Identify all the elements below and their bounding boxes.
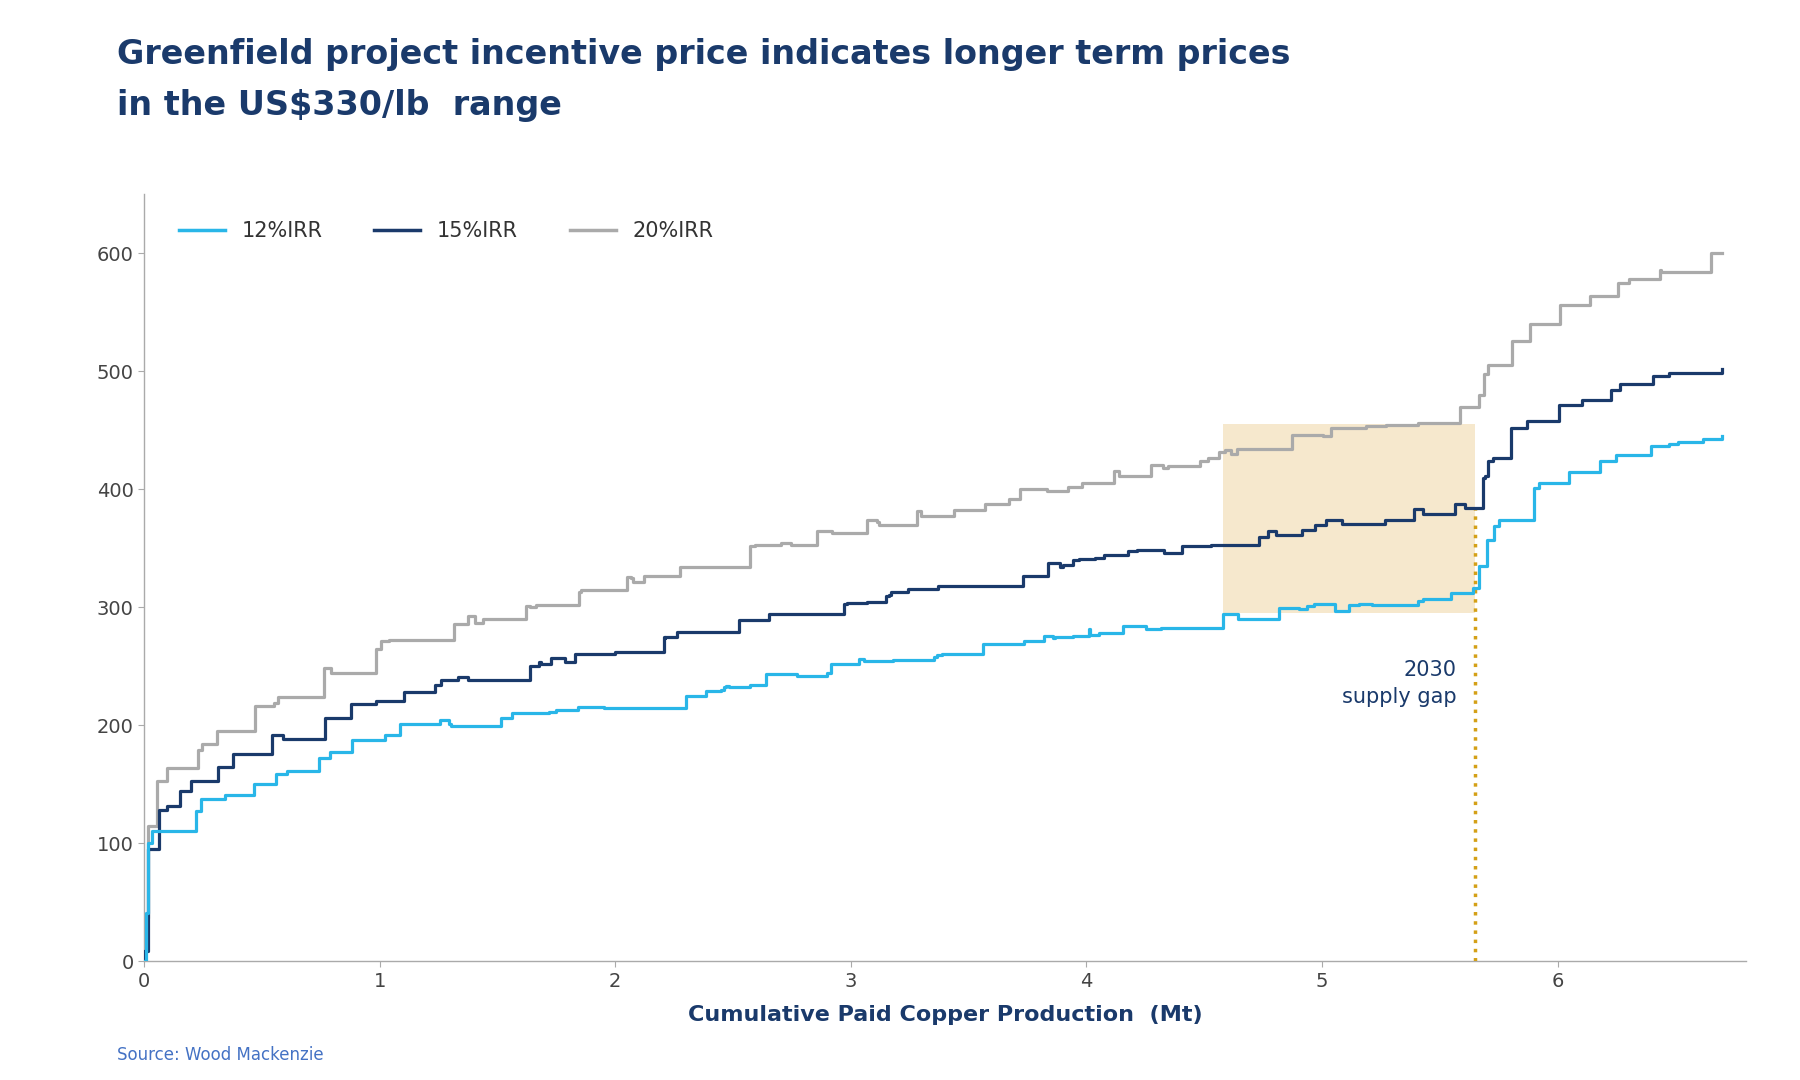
20%IRR bbox=[670, 569, 691, 582]
15%IRR bbox=[896, 585, 918, 598]
20%IRR bbox=[1190, 460, 1211, 473]
15%IRR bbox=[340, 712, 362, 725]
15%IRR bbox=[1712, 363, 1733, 376]
20%IRR bbox=[133, 955, 155, 968]
15%IRR bbox=[133, 955, 155, 968]
12%IRR bbox=[925, 651, 947, 664]
15%IRR bbox=[927, 582, 949, 595]
Text: 2030
supply gap: 2030 supply gap bbox=[1341, 660, 1456, 706]
20%IRR bbox=[1712, 247, 1733, 260]
15%IRR bbox=[666, 631, 688, 644]
X-axis label: Cumulative Paid Copper Production  (Mt): Cumulative Paid Copper Production (Mt) bbox=[688, 1004, 1202, 1025]
Legend: 12%IRR, 15%IRR, 20%IRR: 12%IRR, 15%IRR, 20%IRR bbox=[171, 213, 722, 249]
Line: 12%IRR: 12%IRR bbox=[144, 436, 1723, 961]
Line: 15%IRR: 15%IRR bbox=[144, 369, 1723, 961]
Text: Source: Wood Mackenzie: Source: Wood Mackenzie bbox=[117, 1045, 324, 1064]
Text: Greenfield project incentive price indicates longer term prices: Greenfield project incentive price indic… bbox=[117, 38, 1291, 71]
20%IRR bbox=[911, 504, 932, 517]
20%IRR bbox=[1701, 247, 1723, 260]
Bar bbox=[1222, 424, 1474, 613]
12%IRR bbox=[319, 752, 340, 765]
15%IRR bbox=[1172, 546, 1193, 559]
Text: in the US$330/lb  range: in the US$330/lb range bbox=[117, 89, 562, 122]
12%IRR bbox=[1712, 430, 1733, 443]
12%IRR bbox=[1150, 622, 1172, 635]
20%IRR bbox=[943, 510, 965, 523]
12%IRR bbox=[715, 680, 736, 693]
15%IRR bbox=[315, 712, 337, 725]
20%IRR bbox=[313, 662, 335, 675]
Line: 20%IRR: 20%IRR bbox=[144, 254, 1723, 961]
20%IRR bbox=[320, 662, 342, 675]
12%IRR bbox=[931, 648, 952, 661]
12%IRR bbox=[308, 752, 329, 765]
12%IRR bbox=[133, 955, 155, 968]
